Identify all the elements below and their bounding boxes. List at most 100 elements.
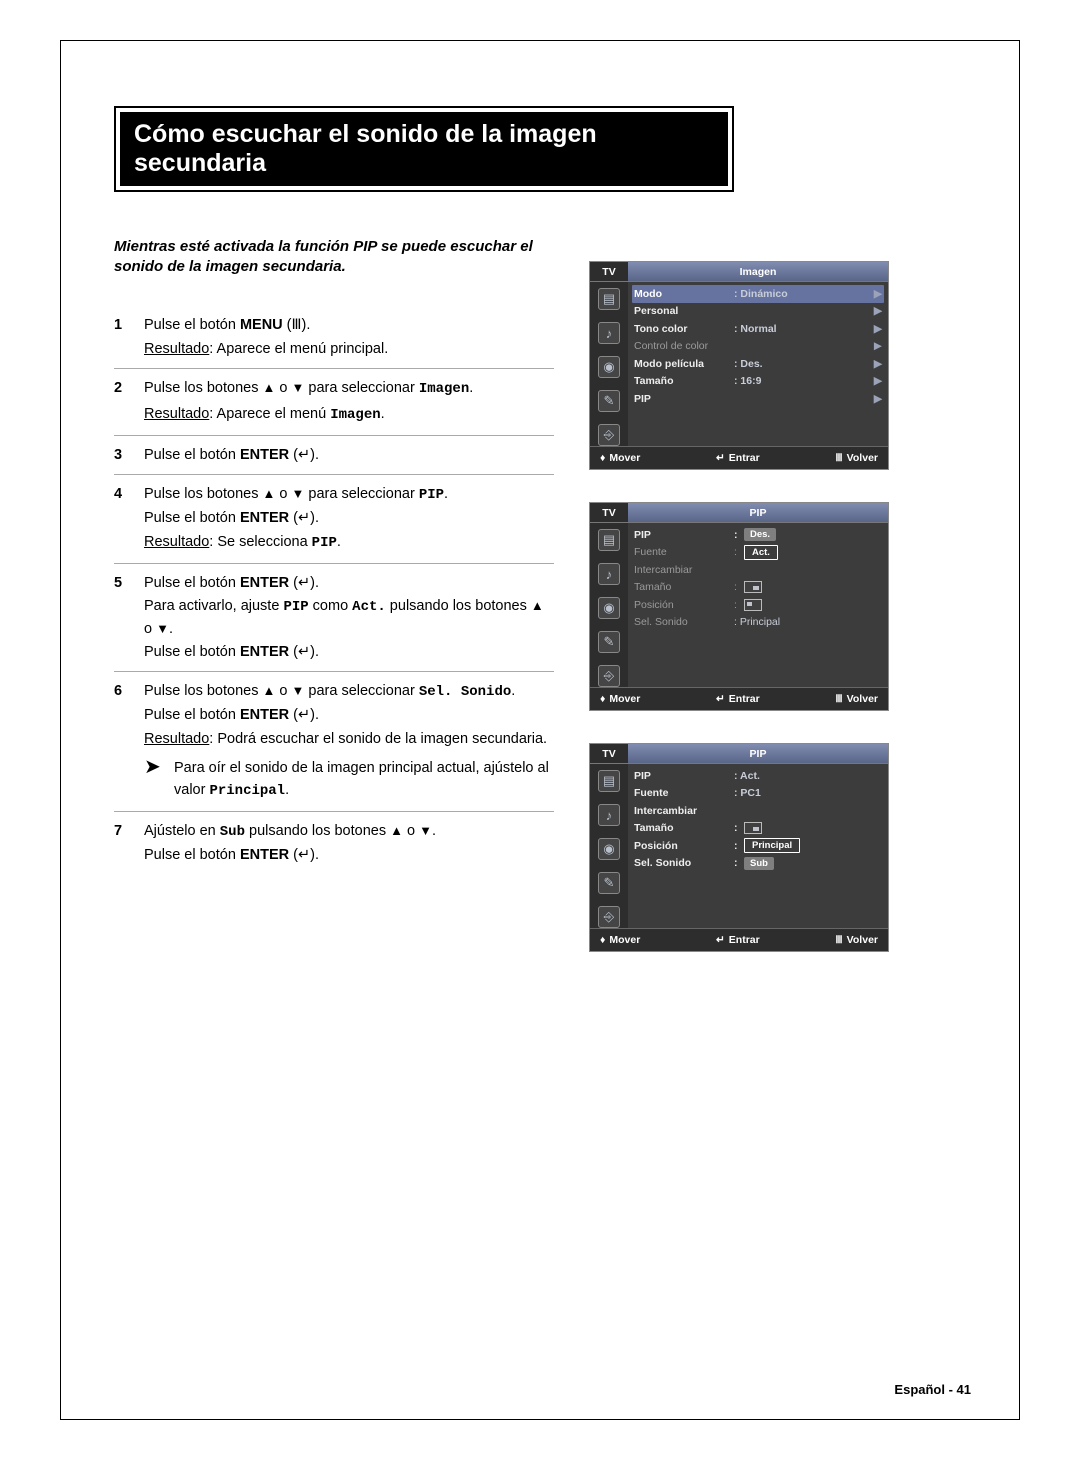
text: Pulse el botón: [144, 510, 240, 526]
osd-tv-label: TV: [590, 262, 628, 281]
text: pulsando los botones: [386, 598, 531, 614]
menu-label: Fuente: [634, 787, 734, 799]
text: : Aparece el menú: [209, 406, 330, 422]
text: para seleccionar: [304, 683, 418, 699]
osd-list: Modo: Dinámico▶ Personal▶ Tono color: No…: [628, 282, 888, 446]
step-body: Pulse el botón MENU (Ⅲ). Resultado: Apar…: [144, 314, 554, 361]
footer-mover: ♦Mover: [600, 452, 640, 464]
osd-panel-pip-toggle: TV PIP ▤ ♪ ◉ ✎ ⎆ PIP:Des. Fuente:Act. In…: [589, 502, 889, 711]
text: .: [469, 380, 473, 396]
menu-row[interactable]: Personal▶: [634, 303, 882, 321]
step-body: Ajústelo en Sub pulsando los botones ▲ o…: [144, 820, 554, 866]
updown-icon: ♦: [600, 934, 605, 946]
chevron-right-icon: ▶: [868, 305, 882, 317]
up-icon: ▲: [390, 823, 403, 838]
page-title: Cómo escuchar el sonido de la imagen sec…: [120, 112, 728, 186]
menu-row[interactable]: Posición:Principal: [634, 837, 882, 855]
note-arrow-icon: ➤: [144, 757, 164, 777]
picture-icon: ▤: [598, 529, 620, 551]
text: : Se selecciona: [209, 534, 311, 550]
step-body: Pulse el botón ENTER (↵). Para activarlo…: [144, 572, 554, 663]
menu-row: Intercambiar: [634, 561, 882, 579]
chevron-right-icon: ▶: [868, 340, 882, 352]
menu-row[interactable]: Intercambiar: [634, 802, 882, 820]
menu-value: : Des.: [734, 358, 868, 370]
enter-icon: ↵: [716, 452, 725, 464]
menu-label: Posición: [634, 599, 734, 611]
menu-row: Control de color▶: [634, 338, 882, 356]
text: ).: [310, 707, 319, 723]
updown-icon: ♦: [600, 693, 605, 705]
osd-footer: ♦Mover ↵Entrar ⅢVolver: [590, 687, 888, 710]
menu-row[interactable]: PIP: Act.: [634, 767, 882, 785]
text: (: [283, 317, 292, 333]
option-pill[interactable]: Sub: [744, 857, 774, 870]
chevron-right-icon: ▶: [868, 393, 882, 405]
menu-row[interactable]: Tono color: Normal▶: [634, 320, 882, 338]
picture-icon: ▤: [598, 770, 620, 792]
menu-row[interactable]: Sel. Sonido:Sub: [634, 855, 882, 873]
text: Mover: [609, 452, 640, 464]
menu-row[interactable]: PIP ▶: [634, 390, 882, 408]
enter-icon: ↵: [298, 510, 310, 526]
option-pill[interactable]: Des.: [744, 528, 776, 541]
menu-row: Sel. Sonido: Principal: [634, 614, 882, 632]
text: .: [337, 534, 341, 550]
menu-row[interactable]: Tamaño:: [634, 820, 882, 838]
code: Sub: [220, 824, 245, 840]
footer-mover: ♦ Mover: [600, 693, 640, 705]
step-4: 4 Pulse los botones ▲ o ▼ para seleccion…: [114, 475, 554, 564]
text: Pulse el botón: [144, 575, 240, 591]
text: Pulse los botones: [144, 380, 263, 396]
menu-value: : 16:9: [734, 375, 868, 387]
text: para seleccionar: [304, 380, 418, 396]
osd-body: ▤ ♪ ◉ ✎ ⎆ PIP: Act. Fuente: PC1 Intercam…: [590, 764, 888, 928]
menu-label: Tamaño: [634, 581, 734, 593]
text-underline: Resultado: [144, 341, 209, 357]
step-num: 6: [114, 680, 128, 803]
text: (: [289, 644, 298, 660]
menu-label: Tamaño: [634, 375, 734, 387]
step-num: 5: [114, 572, 128, 663]
menu-row[interactable]: Modo: Dinámico▶: [632, 285, 884, 303]
menu-value: : PC1: [734, 787, 882, 799]
menu-row[interactable]: PIP:Des.: [634, 526, 882, 544]
note-text: Para oír el sonido de la imagen principa…: [174, 757, 554, 803]
text: ).: [310, 510, 319, 526]
text: .: [511, 683, 515, 699]
up-icon: ▲: [531, 598, 544, 613]
enter-icon: ↵: [298, 447, 310, 463]
text: Para activarlo, ajuste: [144, 598, 283, 614]
menu-row[interactable]: Modo película: Des.▶: [634, 355, 882, 373]
menu-label: Sel. Sonido: [634, 857, 734, 869]
down-icon: ▼: [156, 621, 169, 636]
text: Mover: [609, 693, 640, 705]
option-selected[interactable]: Principal: [744, 838, 800, 853]
step-num: 1: [114, 314, 128, 361]
code: Principal: [209, 783, 285, 799]
osd-icon-strip: ▤ ♪ ◉ ✎ ⎆: [590, 282, 628, 446]
menu-row[interactable]: Tamaño: 16:9▶: [634, 373, 882, 391]
text: (: [289, 847, 298, 863]
text: ).: [310, 447, 319, 463]
down-icon: ▼: [292, 380, 305, 395]
step-body: Pulse los botones ▲ o ▼ para seleccionar…: [144, 483, 554, 555]
menu-label: PIP: [634, 393, 734, 405]
text: o: [275, 683, 291, 699]
osd-body: ▤ ♪ ◉ ✎ ⎆ PIP:Des. Fuente:Act. Intercamb…: [590, 523, 888, 687]
option-selected[interactable]: Act.: [744, 545, 778, 560]
menu-label: Intercambiar: [634, 564, 734, 576]
menu-value: : Normal: [734, 323, 868, 335]
text-underline: Resultado: [144, 534, 209, 550]
text: ).: [302, 317, 311, 333]
text: o: [403, 823, 419, 839]
step-3: 3 Pulse el botón ENTER (↵).: [114, 436, 554, 475]
text: Pulse el botón: [144, 847, 240, 863]
osd-panel-pip-sound: TV PIP ▤ ♪ ◉ ✎ ⎆ PIP: Act. Fuente: PC1 I…: [589, 743, 889, 952]
menu-row[interactable]: Fuente: PC1: [634, 785, 882, 803]
step-body: Pulse el botón ENTER (↵).: [144, 444, 554, 466]
text: o: [144, 621, 156, 637]
osd-tv-label: TV: [590, 503, 628, 522]
menu-value: : Dinámico: [734, 288, 868, 300]
text: Entrar: [729, 693, 760, 705]
